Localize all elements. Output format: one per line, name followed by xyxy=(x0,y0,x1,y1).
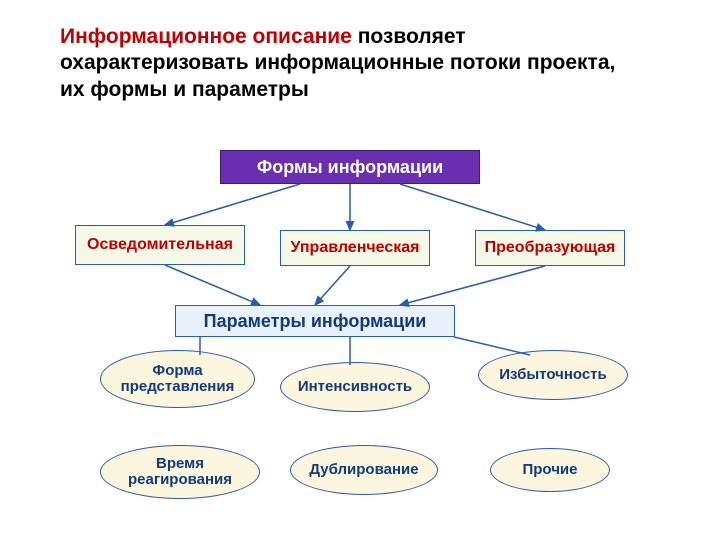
form-label: Преобразующая xyxy=(485,240,616,257)
params-label: Параметры информации xyxy=(204,311,427,332)
form-node-3: Преобразующая xyxy=(475,230,625,266)
param-oval-3: Избыточность xyxy=(478,350,628,400)
heading-lead: Информационное описание xyxy=(60,25,352,48)
form-label: Осведомительная xyxy=(87,237,233,254)
oval-label: Интенсивность xyxy=(298,379,412,395)
oval-label: Избыточность xyxy=(499,367,607,383)
diagram-canvas: Информационное описание позволяет охарак… xyxy=(0,0,720,540)
param-oval-2: Интенсивность xyxy=(280,362,430,412)
oval-label: Дублирование xyxy=(309,462,418,478)
oval-label: Прочие xyxy=(522,462,577,478)
oval-label: Время реагирования xyxy=(109,456,251,488)
param-oval-1: Форма представления xyxy=(100,350,255,408)
oval-label: Форма представления xyxy=(109,363,246,395)
params-node: Параметры информации xyxy=(175,305,455,337)
root-label: Формы информации xyxy=(257,157,443,178)
form-label: Управленческая xyxy=(291,240,420,257)
form-node-1: Осведомительная xyxy=(75,225,245,265)
param-oval-5: Дублирование xyxy=(290,445,438,495)
form-node-2: Управленческая xyxy=(280,230,430,266)
param-oval-4: Время реагирования xyxy=(100,445,260,499)
param-oval-6: Прочие xyxy=(490,448,610,492)
page-heading: Информационное описание позволяет охарак… xyxy=(60,24,620,103)
root-node: Формы информации xyxy=(220,150,480,184)
